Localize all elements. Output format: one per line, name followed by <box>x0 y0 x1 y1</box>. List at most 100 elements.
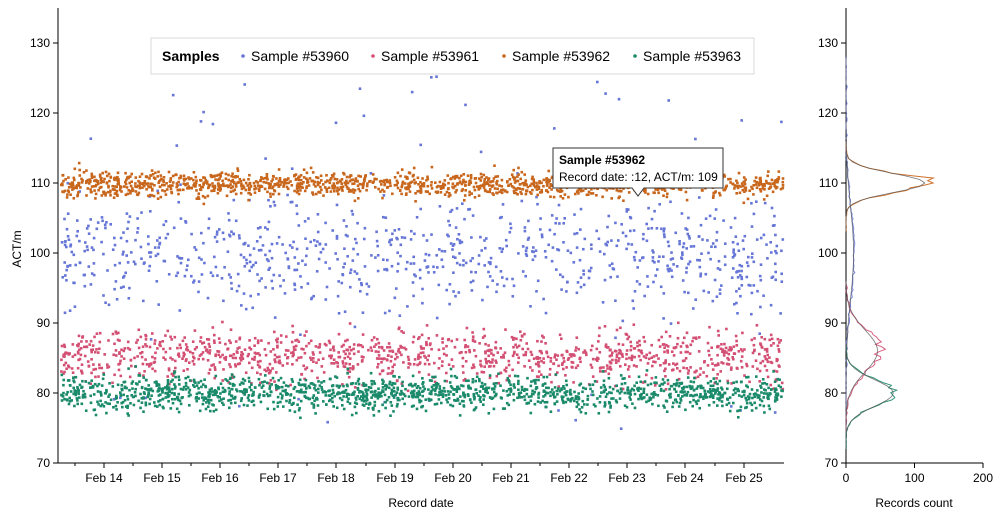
scatter-point <box>755 183 758 186</box>
scatter-point <box>90 340 93 343</box>
scatter-point <box>319 343 322 346</box>
scatter-point <box>149 346 152 349</box>
scatter-point <box>505 245 508 248</box>
scatter-point <box>93 336 96 339</box>
scatter-point <box>271 257 274 260</box>
scatter-point <box>78 169 81 172</box>
scatter-point <box>416 364 419 367</box>
scatter-point <box>240 400 243 403</box>
scatter-point <box>253 188 256 191</box>
scatter-point <box>582 273 585 276</box>
scatter-point <box>736 410 739 413</box>
scatter-point <box>104 227 107 230</box>
scatter-point <box>273 274 276 277</box>
scatter-point <box>531 390 534 393</box>
scatter-point <box>300 286 303 289</box>
scatter-point <box>687 292 690 295</box>
scatter-point <box>668 388 671 391</box>
scatter-point <box>464 104 467 107</box>
scatter-point <box>168 171 171 174</box>
scatter-point <box>495 341 498 344</box>
scatter-point <box>620 374 623 377</box>
scatter-point <box>736 344 739 347</box>
scatter-point <box>425 266 428 269</box>
scatter-point <box>681 395 684 398</box>
scatter-point <box>574 419 577 422</box>
scatter-point <box>371 339 374 342</box>
scatter-point <box>754 396 757 399</box>
scatter-point <box>627 243 630 246</box>
scatter-point <box>326 286 329 289</box>
scatter-point <box>116 177 119 180</box>
scatter-point <box>247 355 250 358</box>
scatter-point <box>63 398 66 401</box>
scatter-point <box>683 337 686 340</box>
scatter-point <box>209 368 212 371</box>
scatter-point <box>540 360 543 363</box>
scatter-point <box>207 359 210 362</box>
scatter-point <box>749 402 752 405</box>
scatter-point <box>225 173 228 176</box>
scatter-point <box>687 376 690 379</box>
scatter-point <box>165 193 168 196</box>
scatter-point <box>377 270 380 273</box>
scatter-point <box>513 337 516 340</box>
scatter-point <box>354 406 357 409</box>
scatter-point <box>729 410 732 413</box>
scatter-point <box>452 388 455 391</box>
scatter-point <box>141 186 144 189</box>
scatter-point <box>447 220 450 223</box>
scatter-point <box>153 184 156 187</box>
scatter-point <box>543 179 546 182</box>
scatter-point <box>545 406 548 409</box>
scatter-point <box>522 270 525 273</box>
scatter-point <box>382 380 385 383</box>
scatter-point <box>413 336 416 339</box>
scatter-point <box>419 144 422 147</box>
scatter-point <box>629 389 632 392</box>
scatter-point <box>150 389 153 392</box>
scatter-point <box>541 400 544 403</box>
scatter-point <box>667 241 670 244</box>
scatter-point <box>712 396 715 399</box>
scatter-point <box>81 371 84 374</box>
scatter-point <box>256 372 259 375</box>
scatter-point <box>436 382 439 385</box>
scatter-point <box>489 374 492 377</box>
scatter-point <box>666 265 669 268</box>
scatter-point <box>590 243 593 246</box>
y-tick-label: 90 <box>37 316 51 330</box>
scatter-point <box>635 381 638 384</box>
scatter-point <box>395 287 398 290</box>
scatter-point <box>449 283 452 286</box>
scatter-point <box>669 396 672 399</box>
scatter-point <box>769 393 772 396</box>
scatter-point <box>371 349 374 352</box>
y-tick-label: 70 <box>37 456 51 470</box>
scatter-point <box>93 176 96 179</box>
scatter-point <box>436 317 439 320</box>
scatter-point <box>169 336 172 339</box>
scatter-point <box>725 328 728 331</box>
scatter-point <box>155 385 158 388</box>
scatter-point <box>228 219 231 222</box>
scatter-point <box>689 260 692 263</box>
scatter-point <box>400 346 403 349</box>
scatter-point <box>351 393 354 396</box>
scatter-point <box>473 349 476 352</box>
scatter-point <box>530 380 533 383</box>
scatter-point <box>603 391 606 394</box>
scatter-point <box>562 197 565 200</box>
scatter-point <box>773 224 776 227</box>
scatter-point <box>73 197 76 200</box>
scatter-point <box>571 361 574 364</box>
scatter-point <box>345 184 348 187</box>
scatter-point <box>331 385 334 388</box>
scatter-point <box>79 384 82 387</box>
scatter-point <box>629 392 632 395</box>
scatter-point <box>780 395 783 398</box>
scatter-point <box>370 254 373 257</box>
scatter-point <box>169 347 172 350</box>
scatter-point <box>310 167 313 170</box>
scatter-point <box>617 239 620 242</box>
